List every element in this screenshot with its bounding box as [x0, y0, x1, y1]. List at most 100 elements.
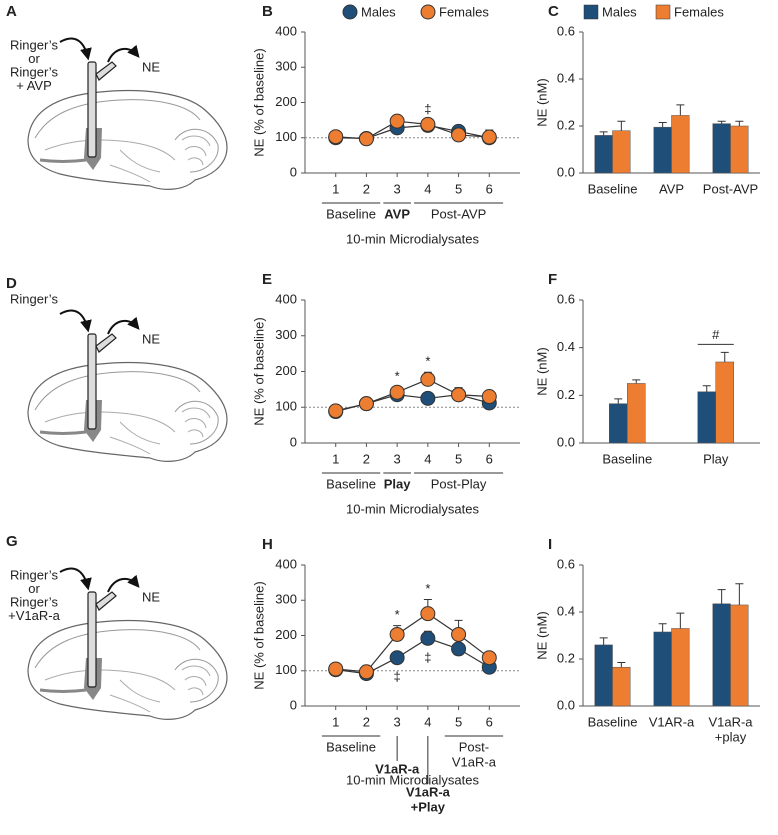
legend-label: Males	[361, 4, 396, 19]
legend-label: Males	[602, 4, 637, 19]
brain-schematic	[28, 569, 227, 720]
x-tick-label: 6	[486, 714, 493, 729]
panel-letter: B	[262, 3, 273, 20]
y-axis-title: NE (% of baseline)	[251, 581, 266, 689]
data-point	[328, 129, 344, 145]
y-tick-label: 0.6	[557, 23, 575, 38]
x-tick-label: Post-AVP	[703, 181, 758, 196]
data-point	[328, 661, 344, 677]
y-tick-label: 0.2	[557, 117, 575, 132]
group-label: Post-AVP	[431, 206, 486, 221]
bar	[653, 126, 672, 174]
y-tick-label: 0	[290, 164, 297, 179]
x-tick-label: AVP	[659, 181, 684, 196]
data-point	[389, 384, 405, 400]
error-bar	[599, 131, 608, 136]
infusion-label: Ringer’s	[10, 64, 58, 79]
bar	[609, 403, 628, 444]
bar	[712, 123, 731, 174]
output-label: NE	[142, 331, 160, 346]
infusion-label: or	[28, 581, 40, 596]
y-axis-title: NE (% of baseline)	[251, 48, 266, 156]
x-tick-label: 6	[486, 181, 493, 196]
y-tick-label: 0.2	[557, 387, 575, 402]
error-bar	[717, 120, 726, 124]
series-line	[335, 124, 490, 140]
group-label: Baseline	[326, 206, 376, 221]
legend-marker	[655, 4, 671, 20]
group-label: Post-Play	[431, 476, 487, 491]
panel-letter: C	[548, 3, 559, 20]
y-tick-label: 0	[290, 434, 297, 449]
series-line	[335, 612, 490, 673]
y-tick-label: 300	[275, 327, 297, 342]
annotation: *	[395, 607, 400, 622]
y-axis-title: NE (nM)	[534, 78, 549, 126]
data-point	[451, 387, 467, 403]
data-point	[451, 127, 467, 143]
data-point	[420, 606, 436, 622]
legend-marker	[583, 4, 599, 20]
data-point	[481, 389, 497, 405]
x-tick-label: 5	[455, 181, 462, 196]
data-point	[481, 129, 497, 145]
y-axis-title: NE (nM)	[534, 347, 549, 395]
group-label: Post-	[459, 739, 489, 754]
bar	[715, 361, 734, 444]
y-tick-label: 100	[275, 662, 297, 677]
data-point	[451, 641, 467, 657]
bar	[730, 604, 749, 707]
group-label: Play	[384, 476, 412, 491]
data-point	[481, 650, 497, 666]
y-tick-label: 0.0	[557, 697, 575, 712]
group-label: +Play	[411, 799, 446, 814]
x-tick-label: 4	[424, 181, 431, 196]
series-line	[335, 637, 490, 675]
brain-schematic	[28, 39, 227, 190]
infusion-label: Ringer’s	[10, 291, 58, 306]
x-tick-label: 4	[424, 714, 431, 729]
y-tick-label: 0.0	[557, 164, 575, 179]
bar	[594, 644, 613, 707]
annotation: ‡	[424, 650, 431, 665]
bar	[671, 628, 690, 707]
y-tick-label: 0	[290, 697, 297, 712]
error-bar	[658, 623, 667, 632]
x-tick-label: 1	[332, 714, 339, 729]
x-tick-label: Baseline	[602, 451, 652, 466]
legend-marker	[420, 4, 436, 20]
x-tick-label: 3	[394, 181, 401, 196]
annotation: ‡	[424, 102, 431, 117]
error-bar	[676, 104, 685, 116]
x-tick-label: 2	[363, 714, 370, 729]
error-bar	[617, 120, 626, 131]
output-label: NE	[142, 59, 160, 74]
error-bar	[632, 379, 641, 384]
group-label: V1aR-a	[406, 784, 451, 799]
bar	[712, 603, 731, 707]
panel-letter: E	[262, 271, 272, 288]
x-tick-label: 3	[394, 714, 401, 729]
x-tick-label: V1aR-a	[708, 714, 753, 729]
y-axis-title: NE (% of baseline)	[251, 317, 266, 425]
y-tick-label: 300	[275, 592, 297, 607]
y-tick-label: 0.4	[557, 70, 575, 85]
error-bar	[614, 398, 623, 404]
infusion-label: + AVP	[16, 78, 52, 93]
series-line	[335, 394, 490, 413]
x-tick-label: 1	[332, 451, 339, 466]
data-point	[420, 630, 436, 646]
y-tick-label: 100	[275, 399, 297, 414]
x-tick-label: 2	[363, 181, 370, 196]
group-label: V1aR-a	[452, 754, 497, 769]
x-tick-label: +play	[715, 729, 747, 744]
bar	[627, 383, 646, 444]
panel-letter: H	[262, 536, 273, 553]
data-point	[420, 390, 436, 406]
output-label: NE	[142, 589, 160, 604]
x-tick-label: Baseline	[588, 714, 638, 729]
panel-letter: I	[548, 536, 552, 553]
data-point	[358, 664, 374, 680]
